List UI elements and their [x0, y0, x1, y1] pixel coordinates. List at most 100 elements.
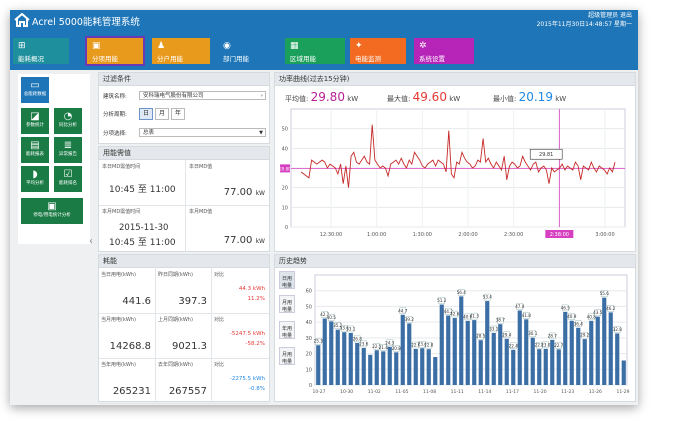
- power-chart[interactable]: 0102030405012:30:001:00:001:30:002:00:00…: [277, 105, 633, 251]
- collapse-arrow-icon[interactable]: ‹: [89, 236, 93, 247]
- bar-value-label: 47.4: [515, 304, 525, 309]
- bar-label-box: [496, 316, 504, 324]
- menu-department[interactable]: ◉ 部门用能: [218, 38, 278, 64]
- history-bar: [413, 349, 418, 385]
- compare-amount: -5247.5 kWh: [229, 331, 265, 337]
- user-logout[interactable]: 超级管理员 退出: [588, 12, 632, 19]
- tab-day[interactable]: 日用电量: [279, 271, 295, 289]
- nav-report[interactable]: ▤ 能耗报表: [21, 137, 49, 163]
- bar-value-label: 24.3: [385, 340, 395, 345]
- plot-area: [314, 274, 628, 386]
- tab-month-2[interactable]: 月用电量: [279, 347, 295, 365]
- dropdown-icon: ▼: [259, 130, 263, 136]
- demand-panel: 用能需值 本日MD需值时间 10:45 至 11:00 本日MD值 77.00 …: [98, 146, 270, 252]
- bar-label-box: [334, 322, 342, 329]
- y-tick-label: 20: [282, 186, 288, 192]
- bar-value-label: 39.2: [405, 317, 415, 322]
- previous-label: 昨日同期(kWh): [158, 272, 193, 278]
- bar-label-box: [438, 297, 446, 304]
- nav-outage[interactable]: ▣ 停电/用电统计分析: [21, 198, 83, 224]
- history-bar: [407, 323, 412, 385]
- menu-region[interactable]: ▦ 区域用能: [285, 38, 345, 64]
- bar-value-label: 36.4: [574, 321, 584, 326]
- type-select[interactable]: 总表 ▼: [139, 128, 266, 137]
- current-datetime: 2015年11月30日14:48:57 星期一: [536, 21, 632, 28]
- bar-label-box: [464, 313, 472, 321]
- menu-settings[interactable]: ✲ 系统设置: [414, 38, 474, 64]
- tab-year[interactable]: 年用电量: [279, 321, 295, 339]
- bar-value-label: 40.5: [327, 315, 337, 320]
- history-bar: [478, 340, 483, 385]
- period-day[interactable]: 日: [139, 108, 153, 120]
- bar-label-box: [477, 333, 485, 340]
- building-label: 建筑名称:: [103, 94, 127, 100]
- y-tick-label: 60: [306, 289, 312, 295]
- history-bar: [530, 337, 535, 385]
- nav-anomaly[interactable]: ≣ 异常报告: [54, 137, 82, 163]
- menu-itemized[interactable]: ▣ 分项用能: [85, 36, 145, 66]
- history-chart[interactable]: 010203040506025.342.340.535.233.633.126.…: [299, 269, 633, 401]
- bar-label-box: [535, 341, 543, 349]
- period-month[interactable]: 月: [155, 108, 169, 120]
- bar-value-label: 40.8: [587, 314, 597, 319]
- menu-overview[interactable]: ⊞ 能耗概况: [13, 38, 69, 64]
- x-tick-label: 11-14: [478, 389, 491, 395]
- history-bar: [381, 351, 386, 385]
- current-value: 14268.8: [109, 341, 151, 352]
- bar-label-box: [360, 340, 368, 348]
- x-tick-label: 11-17: [506, 389, 519, 395]
- bar-value-label: 22.7: [554, 343, 564, 348]
- history-bar: [420, 348, 425, 385]
- nav-yoy-icon: ◔: [63, 111, 73, 122]
- history-bar: [576, 327, 581, 385]
- bar-label-box: [444, 308, 452, 315]
- history-bar: [485, 301, 490, 385]
- tooltip-value: 29.81: [539, 152, 553, 158]
- nav-total[interactable]: ▭ 总能耗数据: [21, 77, 49, 103]
- nav-ranking[interactable]: ☑ 能耗排名: [54, 166, 82, 192]
- history-bar: [316, 345, 321, 385]
- bar-value-label: 28.5: [476, 334, 486, 339]
- nav-param[interactable]: ◪ 参数统计: [21, 108, 49, 134]
- previous-label: 上月同期(kWh): [158, 317, 193, 323]
- menu-region-icon: ▦: [290, 41, 299, 51]
- bar-label-box: [483, 293, 491, 301]
- building-select[interactable]: 安科瑞电气股份有限公司 ›: [139, 91, 266, 100]
- bar-label-box: [327, 314, 335, 321]
- tab-month[interactable]: 月用电量: [279, 295, 295, 313]
- current-value: 441.6: [122, 296, 151, 307]
- month-md-date: 2015-11-30: [119, 223, 169, 233]
- bar-label-box: [594, 309, 602, 316]
- home-icon[interactable]: [14, 13, 30, 27]
- bar-value-label: 28.7: [548, 333, 558, 338]
- menu-household[interactable]: ♟ 分户用能: [152, 38, 210, 64]
- history-bar: [355, 342, 360, 385]
- month-md-value: 77.00 kW: [223, 235, 265, 246]
- compare-label: 对比: [214, 362, 225, 368]
- compare-label: 对比: [214, 317, 225, 323]
- bar-value-label: 22.8: [424, 343, 434, 348]
- menu-settings-icon: ✲: [419, 41, 427, 51]
- menu-power-monitor[interactable]: ✦ 电能监测: [350, 38, 406, 64]
- history-bar: [368, 354, 373, 385]
- nav-average[interactable]: ◗ 平均分析: [21, 166, 49, 192]
- x-tick-label: 11-11: [451, 389, 464, 395]
- bar-label-box: [587, 313, 595, 321]
- bar-value-label: 22.8: [535, 343, 545, 348]
- history-bar: [504, 338, 509, 385]
- history-bar: [563, 311, 568, 385]
- bar-value-label: 23.4: [418, 342, 428, 347]
- power-title: 功率曲线(过去15分钟): [275, 73, 635, 86]
- nav-param-icon: ◪: [30, 111, 40, 122]
- period-year[interactable]: 年: [171, 108, 185, 120]
- nav-yoy[interactable]: ◔ 同比分析: [54, 108, 82, 134]
- compare-percent: -0.8%: [249, 386, 265, 392]
- x-tick-label: 11-02: [368, 389, 381, 395]
- current-value: 265231: [112, 386, 151, 397]
- bar-label-box: [607, 305, 615, 312]
- history-bar: [322, 318, 327, 385]
- bar-label-box: [399, 307, 407, 314]
- tooltip-box: [529, 148, 563, 160]
- bar-value-label: 41.3: [470, 314, 480, 319]
- average-marker: [280, 164, 290, 173]
